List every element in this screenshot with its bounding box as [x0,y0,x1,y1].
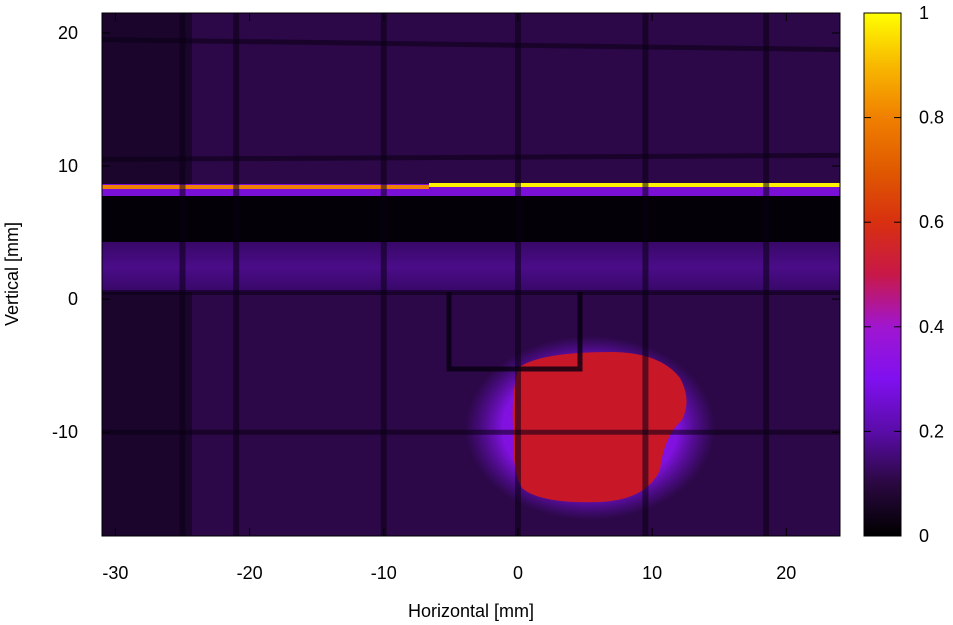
heatmap-image [102,13,840,536]
x-tick-label: 20 [776,563,796,583]
y-tick-label: 0 [68,289,78,309]
x-tick-label: -20 [237,563,263,583]
x-tick-label: -30 [102,563,128,583]
x-axis: -30 -20 -10 0 10 20 [102,13,796,583]
y-tick-label: 10 [58,156,78,176]
inner-frame [446,292,583,372]
x-axis-title: Horizontal [mm] [408,601,534,621]
colorbar-ticks: 0 0.2 0.4 0.6 0.8 1 [864,3,944,546]
colorbar-tick-label: 0.6 [919,212,944,232]
grid-shadow-lines [102,13,840,536]
colorbar-tick-label: 0 [919,526,929,546]
plot-frame [101,12,841,537]
x-tick-label: 0 [513,563,523,583]
y-axis-title: Vertical [mm] [2,222,22,326]
colorbar-gradient [863,12,902,537]
colorbar [863,12,902,537]
heatmap-dark-band [102,192,840,242]
colorbar-tick-label: 0.8 [919,108,944,128]
y-tick-label: 20 [58,23,78,43]
colorbar-tick-label: 0.2 [919,421,944,441]
grid-shadow-hline-0 [102,37,840,53]
heatmap-bright-line-right [429,183,840,187]
heatmap-bright-line-left [102,185,429,189]
x-tick-label: 10 [642,563,662,583]
x-tick-label: -10 [371,563,397,583]
colorbar-tick-label: 0.4 [919,317,944,337]
y-tick-label: -10 [52,422,78,442]
grid-shadow-hline-1 [102,152,840,162]
y-axis: -10 0 10 20 [52,23,840,442]
colorbar-tick-label: 1 [919,3,929,23]
heatmap-lighter-band [102,242,840,292]
